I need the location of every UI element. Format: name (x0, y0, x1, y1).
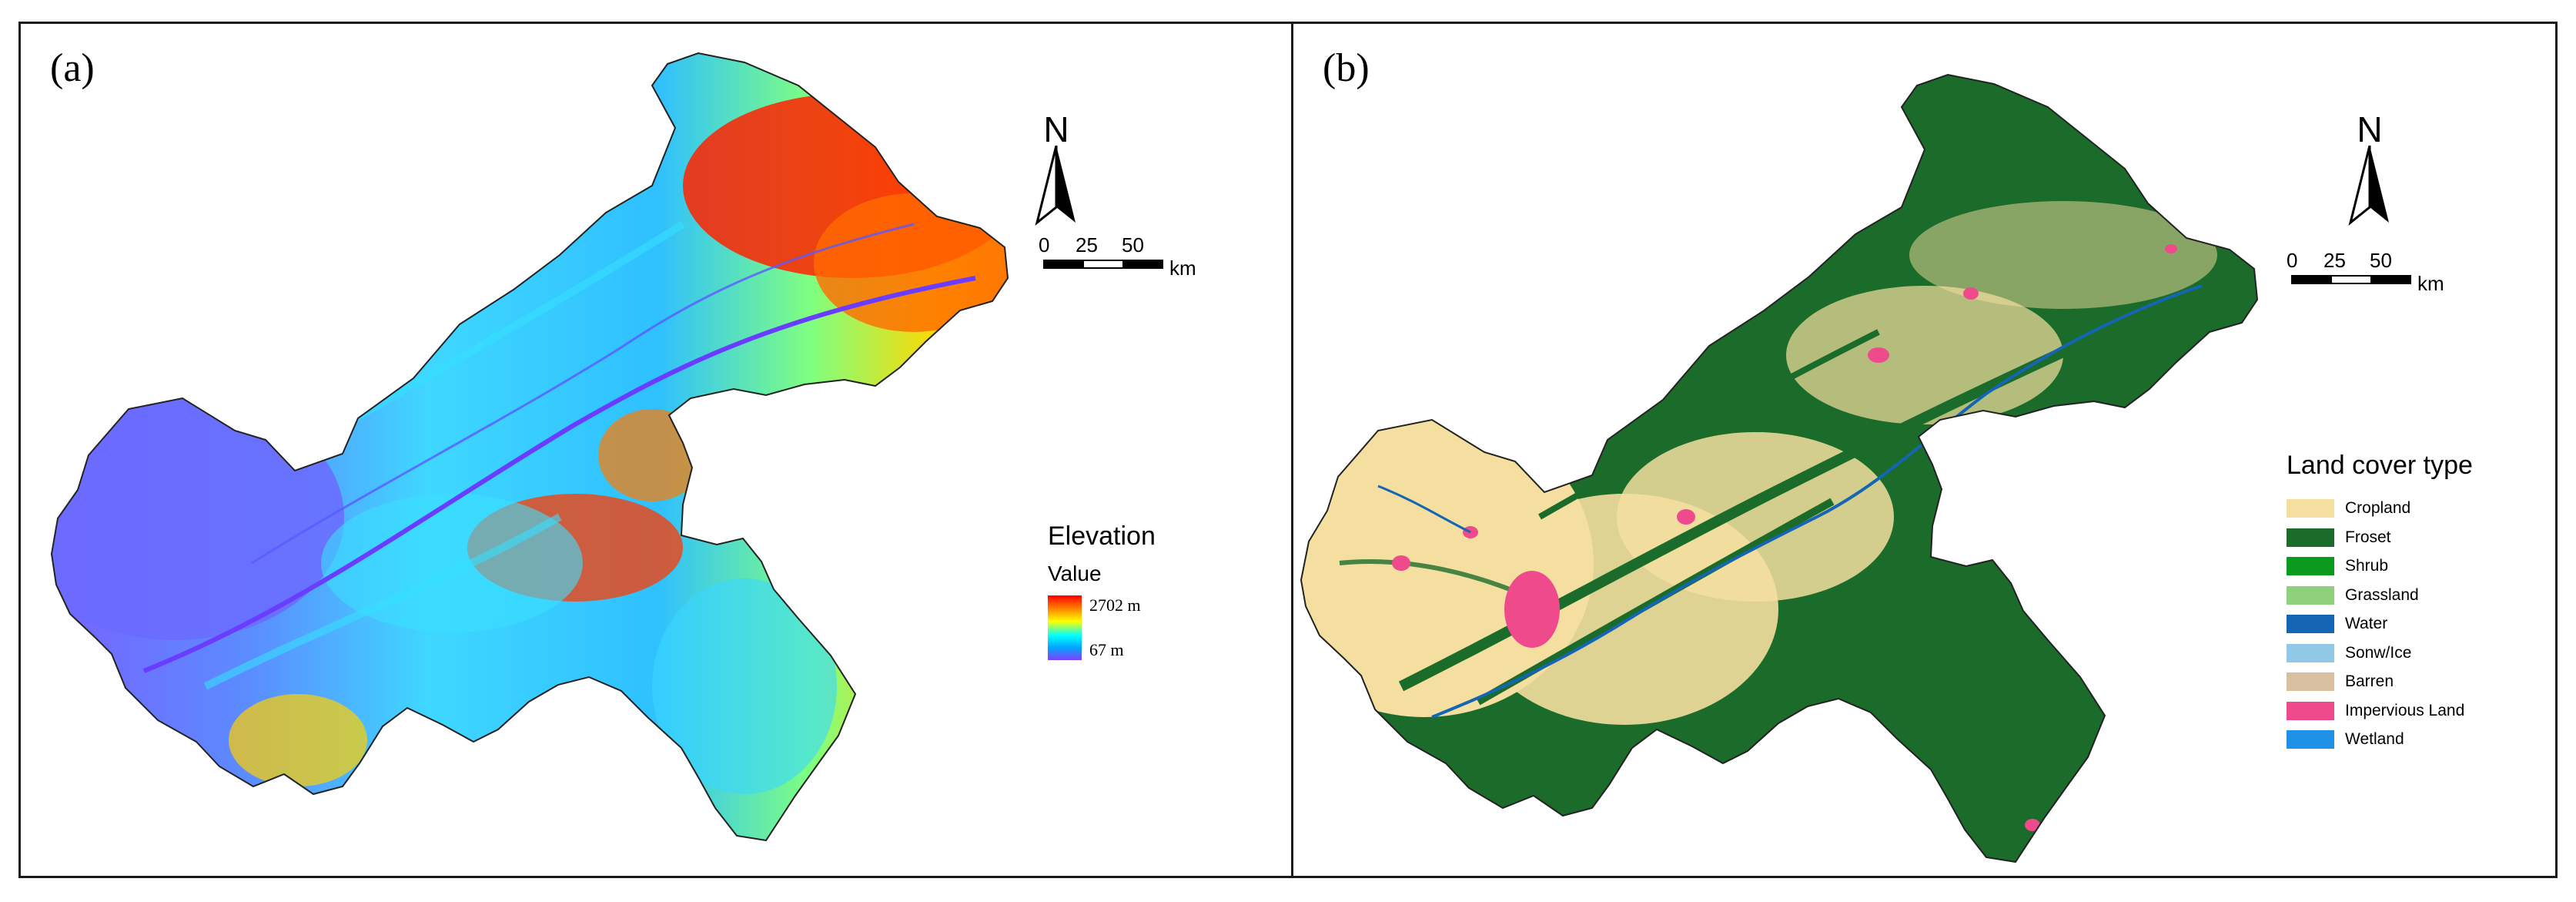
legend-label: Water (2345, 615, 2388, 632)
panel-land-cover: (b) (1291, 22, 2558, 878)
elevation-color-ramp (1048, 595, 1082, 660)
legend-swatch (2287, 672, 2334, 691)
legend-swatch (2287, 528, 2334, 547)
legend-label: Cropland (2345, 499, 2411, 517)
legend-label: Froset (2345, 528, 2391, 546)
land-cover-legend: Cropland Froset Shrub Grassland Water Sonw/Ic… (2287, 498, 2517, 749)
legend-item: Grassland (2287, 585, 2419, 605)
scale-bar: 0 25 50 km (1039, 233, 1196, 287)
legend-item: Sonw/Ice (2287, 643, 2411, 663)
scale-tick: 0 (2287, 249, 2298, 272)
legend-item: Froset (2287, 528, 2391, 548)
legend-swatch (2287, 499, 2334, 518)
legend-label: Sonw/Ice (2345, 643, 2412, 662)
north-label: N (1043, 109, 1069, 149)
legend-item: Water (2287, 614, 2387, 634)
north-arrow: N (1014, 109, 1099, 263)
legend-swatch (2287, 557, 2334, 575)
north-label: N (2357, 109, 2383, 149)
elevation-map (51, 52, 1009, 841)
legend-label: Wetland (2345, 730, 2404, 748)
scale-unit: km (2417, 272, 2444, 295)
scale-tick: 0 (1039, 233, 1050, 257)
legend-label: Shrub (2345, 557, 2389, 575)
panel-label: (a) (50, 46, 95, 90)
north-arrow: N (2327, 109, 2412, 263)
legend-swatch (2287, 701, 2334, 720)
legend-item: Shrub (2287, 556, 2388, 576)
ramp-max-label: 2702 m (1089, 595, 1141, 615)
legend-label: Impervious Land (2345, 701, 2465, 719)
legend-subtitle: Value (1048, 562, 1102, 585)
scale-unit: km (1169, 257, 1196, 280)
legend-swatch (2287, 643, 2334, 662)
legend-item: Impervious Land (2287, 701, 2464, 721)
scale-tick: 50 (1122, 233, 1144, 257)
legend-item: Cropland (2287, 498, 2410, 518)
panel-elevation: (a) (18, 22, 1293, 878)
scale-tick: 50 (2370, 249, 2392, 272)
legend-swatch (2287, 585, 2334, 605)
panel-label: (b) (1323, 46, 1370, 90)
scale-bar-graphic (2291, 275, 2411, 284)
legend-label: Barren (2345, 672, 2394, 690)
legend-swatch (2287, 730, 2334, 749)
ramp-min-label: 67 m (1089, 640, 1124, 659)
scale-bar-graphic (1043, 260, 1163, 269)
legend-swatch (2287, 615, 2334, 633)
scale-bar: 0 25 50 km (2287, 249, 2444, 303)
north-arrow-icon (1035, 146, 1076, 226)
legend-item: Barren (2287, 672, 2394, 692)
legend-label: Grassland (2345, 585, 2419, 604)
land-cover-map (1300, 74, 2258, 863)
legend-title: Land cover type (2287, 451, 2473, 480)
scale-tick: 25 (2323, 249, 2346, 272)
legend-item: Wetland (2287, 729, 2404, 749)
north-arrow-icon (2348, 146, 2389, 226)
scale-tick: 25 (1076, 233, 1098, 257)
legend-title: Elevation (1048, 521, 1156, 551)
